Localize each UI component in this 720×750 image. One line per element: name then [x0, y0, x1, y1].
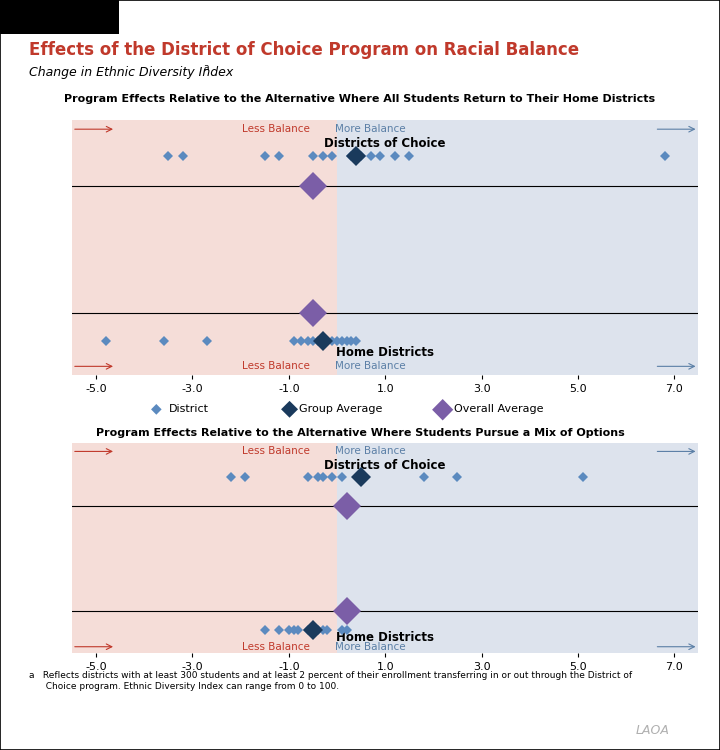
Text: More Balance: More Balance [335, 124, 405, 134]
Text: More Balance: More Balance [335, 642, 405, 652]
Text: LAOA: LAOA [636, 724, 670, 736]
Text: ◆: ◆ [281, 399, 298, 418]
Text: Less Balance: Less Balance [242, 446, 310, 457]
Text: Overall Average: Overall Average [454, 404, 543, 414]
Text: a: a [204, 63, 210, 72]
Bar [337, 442, 698, 570]
Text: Districts of Choice: Districts of Choice [325, 459, 446, 472]
Text: Program Effects Relative to the Alternative Where All Students Return to Their H: Program Effects Relative to the Alternat… [64, 94, 656, 104]
Bar [337, 251, 698, 375]
Text: a: a [29, 671, 35, 680]
Text: More Balance: More Balance [335, 446, 405, 457]
Bar [72, 251, 337, 375]
Text: Home Districts: Home Districts [336, 632, 434, 644]
Text: ◆: ◆ [432, 394, 454, 423]
Bar [337, 570, 698, 652]
Text: Reflects districts with at least 300 students and at least 2 percent of their en: Reflects districts with at least 300 stu… [40, 671, 631, 691]
Text: Program Effects Relative to the Alternative Where Students Pursue a Mix of Optio: Program Effects Relative to the Alternat… [96, 427, 624, 437]
Text: Less Balance: Less Balance [242, 124, 310, 134]
Bar [72, 120, 337, 251]
Text: Less Balance: Less Balance [242, 642, 310, 652]
Text: District: District [169, 404, 210, 414]
Text: More Balance: More Balance [335, 362, 405, 371]
Bar [72, 442, 337, 570]
Text: Less Balance: Less Balance [242, 362, 310, 371]
Text: Home Districts: Home Districts [336, 346, 434, 359]
Bar [72, 570, 337, 652]
Text: ◆: ◆ [151, 402, 162, 416]
Text: Change in Ethnic Diversity Index: Change in Ethnic Diversity Index [29, 66, 233, 79]
Text: Effects of the District of Choice Program on Racial Balance: Effects of the District of Choice Progra… [29, 41, 579, 59]
Text: Districts of Choice: Districts of Choice [325, 137, 446, 150]
Bar [337, 120, 698, 251]
Text: Figure 9: Figure 9 [6, 14, 60, 28]
Text: Group Average: Group Average [299, 404, 382, 414]
